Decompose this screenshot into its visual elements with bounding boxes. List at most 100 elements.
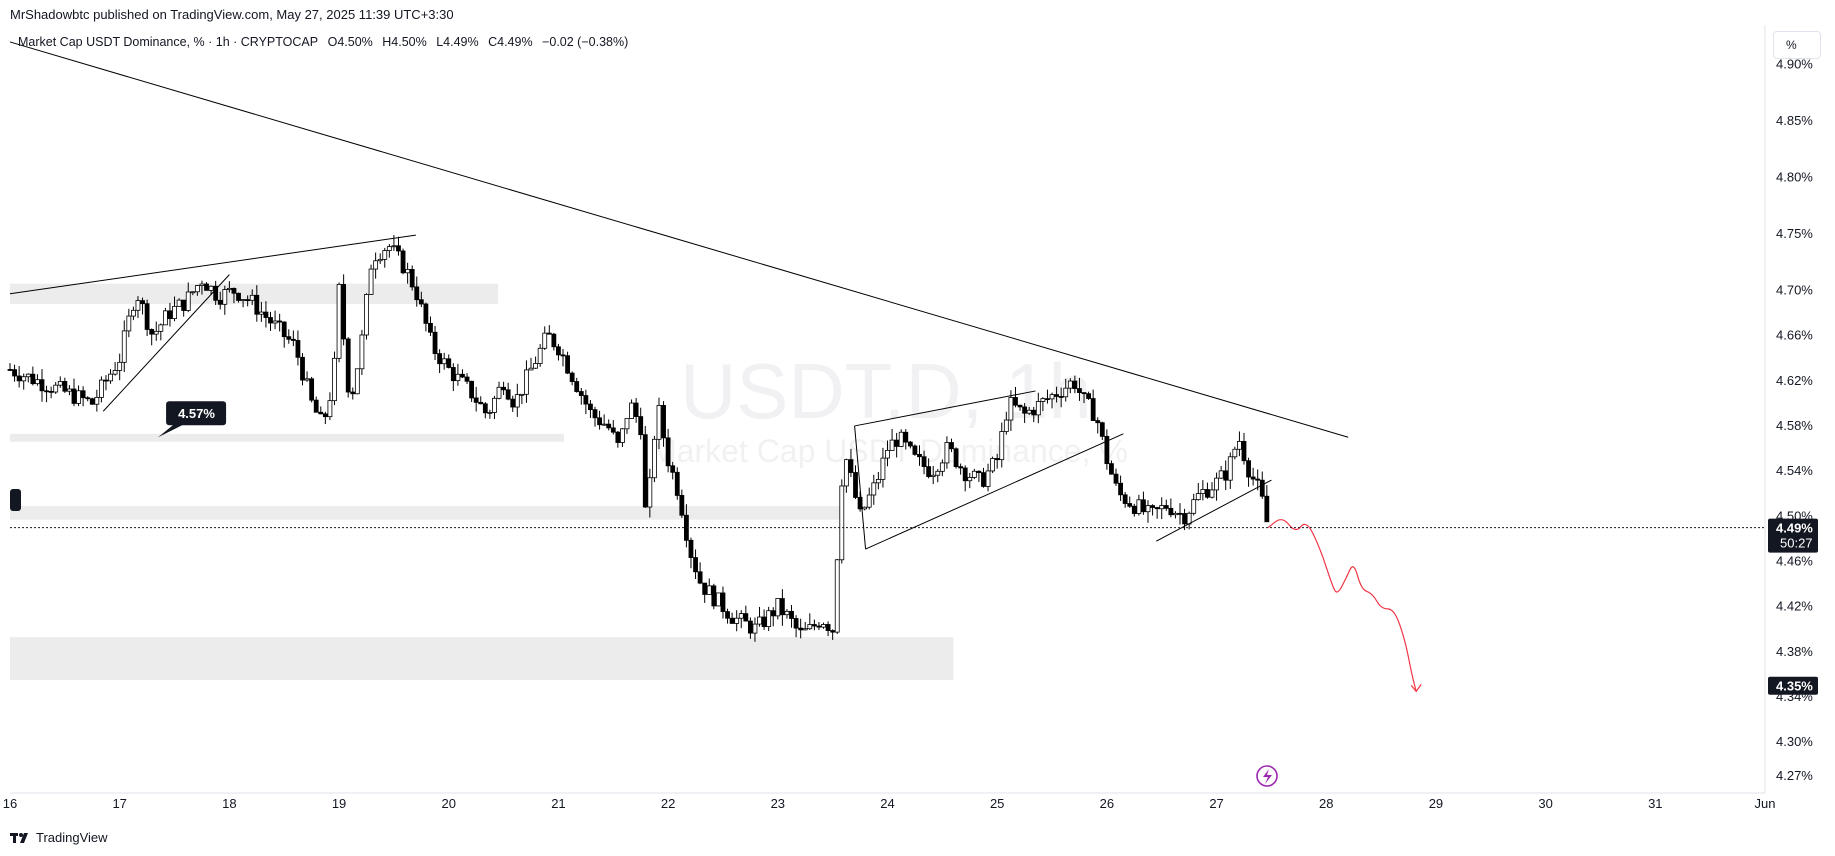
candle-body-260 xyxy=(1195,493,1201,501)
candle-body-121 xyxy=(560,354,566,357)
y-tick-label-0: 4.90% xyxy=(1776,57,1813,72)
candle-body-18 xyxy=(89,398,95,405)
candle-body-46 xyxy=(217,299,223,305)
candle-body-105 xyxy=(487,412,493,414)
candle-body-14 xyxy=(71,388,77,404)
candle-body-112 xyxy=(519,393,525,396)
last-price-label[interactable]: 4.49% 50:27 xyxy=(1768,518,1818,553)
candle-body-108 xyxy=(501,386,506,391)
candle-body-30 xyxy=(144,303,150,330)
candle-body-56 xyxy=(263,311,269,318)
candle-body-19 xyxy=(94,397,100,405)
x-tick-label-3: 19 xyxy=(332,796,346,811)
candle-body-48 xyxy=(226,287,232,290)
y-tick-label-7: 4.58% xyxy=(1776,418,1813,433)
candle-body-87 xyxy=(405,269,411,274)
candle-body-16 xyxy=(80,390,86,399)
candle-body-231 xyxy=(1063,387,1069,398)
trendline-flag-bottom xyxy=(1156,479,1272,542)
candle-body-100 xyxy=(464,376,470,382)
candle-body-270 xyxy=(1241,441,1247,462)
candle-body-228 xyxy=(1049,394,1055,400)
x-tick-label-12: 28 xyxy=(1319,796,1333,811)
candle-body-177 xyxy=(816,625,822,628)
candle-body-215 xyxy=(990,458,996,472)
candle-body-255 xyxy=(1173,512,1178,516)
price-callout[interactable]: 4.57% xyxy=(158,401,227,438)
candle-body-58 xyxy=(272,320,278,324)
candle-body-85 xyxy=(396,245,401,252)
x-tick-label-13: 29 xyxy=(1429,796,1443,811)
candle-body-261 xyxy=(1200,489,1206,495)
candle-body-51 xyxy=(240,299,246,302)
zone-1 xyxy=(10,433,564,442)
candle-body-127 xyxy=(588,403,593,411)
candle-body-251 xyxy=(1154,507,1160,510)
candle-body-35 xyxy=(167,310,173,320)
legend-low: L4.49% xyxy=(436,35,479,49)
tradingview-logo[interactable]: TradingView xyxy=(10,830,108,845)
candle-body-60 xyxy=(281,321,287,338)
x-tick-label-7: 23 xyxy=(771,796,785,811)
y-tick-label-11: 4.42% xyxy=(1776,599,1813,614)
candle-body-135 xyxy=(624,418,630,430)
candle-body-107 xyxy=(496,386,502,399)
candle-body-198 xyxy=(912,445,918,455)
projection-arrowhead xyxy=(1410,684,1422,693)
candle-body-156 xyxy=(720,592,726,612)
candle-body-229 xyxy=(1054,394,1060,397)
candle-body-41 xyxy=(194,285,200,293)
candle-body-83 xyxy=(386,246,392,251)
target-price-label[interactable]: 4.35% xyxy=(1768,676,1818,695)
candle-body-271 xyxy=(1246,460,1251,478)
candle-body-141 xyxy=(652,438,657,479)
candle-body-240 xyxy=(1104,435,1110,465)
zone-3 xyxy=(10,637,954,681)
candle-body-234 xyxy=(1077,388,1082,394)
publisher-line: MrShadowbtc published on TradingView.com… xyxy=(10,7,454,22)
candle-body-102 xyxy=(473,397,479,403)
trendline-channel-top xyxy=(854,390,1036,427)
candle-body-245 xyxy=(1127,503,1133,507)
candle-body-49 xyxy=(231,287,237,294)
candle-body-246 xyxy=(1131,505,1137,514)
candle-body-165 xyxy=(761,616,767,628)
candle-body-57 xyxy=(268,317,273,324)
support-resistance-zones xyxy=(10,283,954,681)
candle-body-159 xyxy=(734,617,740,624)
candle-body-68 xyxy=(318,411,324,415)
candle-body-129 xyxy=(597,417,602,426)
candle-body-54 xyxy=(254,294,260,315)
candle-body-149 xyxy=(688,539,694,558)
x-tick-label-15: 31 xyxy=(1648,796,1662,811)
candle-body-136 xyxy=(629,402,634,419)
candle-body-237 xyxy=(1090,398,1096,421)
trendlines xyxy=(9,41,1349,550)
candle-body-76 xyxy=(354,368,360,395)
candle-body-213 xyxy=(981,472,986,487)
candle-body-168 xyxy=(775,598,781,617)
lightning-icon[interactable] xyxy=(1256,765,1278,787)
candle-body-88 xyxy=(409,269,415,288)
candle-body-225 xyxy=(1035,401,1041,416)
trendline-main-downtrend xyxy=(9,41,1349,438)
candle-body-131 xyxy=(606,423,612,429)
candle-body-160 xyxy=(738,613,744,619)
candle-body-118 xyxy=(546,332,552,335)
percent-scale-button[interactable]: % xyxy=(1773,31,1821,59)
candle-body-32 xyxy=(153,330,159,335)
candle-body-24 xyxy=(117,361,123,371)
y-tick-label-15: 4.27% xyxy=(1776,768,1813,783)
candle-body-151 xyxy=(697,571,703,584)
time-axis-ticks: 16 17 18 19 20 21 22 23 24 25 26 27 28 29 30 31 Jun xyxy=(3,796,1776,811)
candle-body-162 xyxy=(747,620,753,634)
left-edge-marker xyxy=(10,489,21,511)
candle-body-192 xyxy=(885,449,890,459)
x-tick-label-10: 26 xyxy=(1100,796,1114,811)
symbol-legend[interactable]: Market Cap USDT Dominance, % · 1h · CRYP… xyxy=(18,35,634,49)
candle-body-10 xyxy=(53,384,59,393)
trendline-lower-wedge-left xyxy=(102,274,230,412)
candle-body-52 xyxy=(245,299,251,302)
candle-body-84 xyxy=(391,245,397,248)
